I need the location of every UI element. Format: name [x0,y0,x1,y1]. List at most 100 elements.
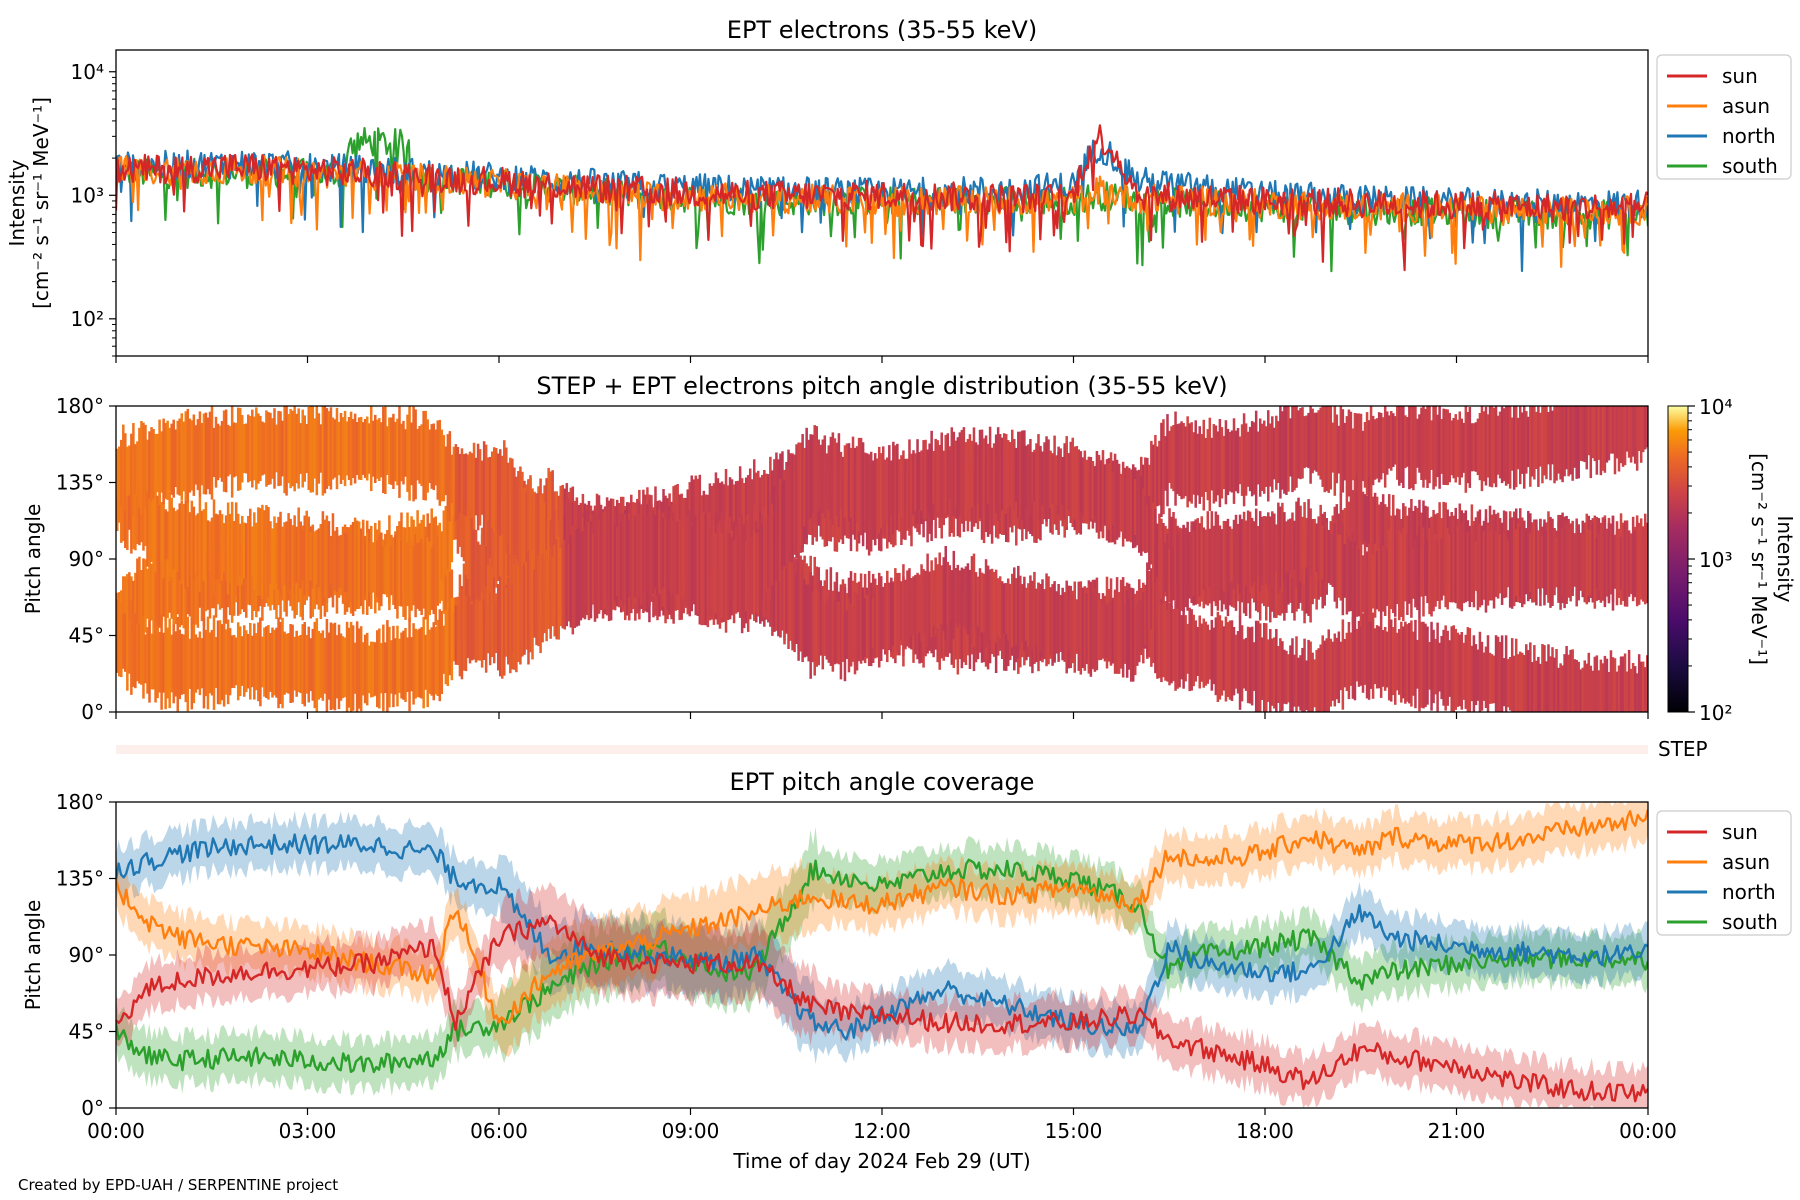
pad-cell [1238,615,1242,710]
pad-cell [164,555,167,621]
pad-cell [1551,518,1554,606]
pad-cell [851,606,855,662]
pad-cell [1138,599,1141,663]
coverage-line-asun [116,809,1648,1024]
pad-cell [144,498,147,546]
pad-cell [1172,608,1175,682]
pad-cell [142,422,145,511]
intensity-legend-label-sun: sun [1722,64,1758,88]
pad-cell [1273,427,1276,480]
pad-cell [1593,656,1597,712]
pad-cell [414,409,417,500]
pad-cell [1516,523,1520,603]
pad-cell [652,510,655,594]
pad-cell [1133,479,1137,535]
pad-cell [668,519,671,591]
pad-cell [1279,506,1282,589]
pad-cell [333,419,337,478]
pad-cell [517,471,520,563]
pad-cell [1408,622,1411,704]
pad-cell [132,580,135,637]
pad-cell [1414,406,1417,484]
pad-cell [380,422,383,478]
pad-cell [898,572,901,651]
pad-cell [988,426,992,522]
pad-cell [148,431,151,499]
pad-cell [970,556,974,644]
pad-cell [247,634,250,689]
pad-cell [1571,406,1574,481]
pad-cell [1585,406,1589,470]
pad-cell [1246,510,1250,595]
pad-cell [313,531,317,583]
pad-cell [176,617,179,712]
pad-cell [220,624,224,701]
pad-cell [1224,521,1228,591]
pad-cell [918,574,921,633]
pad-cell [317,413,321,484]
pad-cell [1224,420,1228,505]
pad-cell [1565,520,1568,604]
pad-cell [1081,457,1085,515]
pad-cell [1391,627,1395,696]
pad-cell [1258,623,1262,712]
pad-cell [1365,609,1369,699]
pad-cell [1077,449,1081,520]
pad-cell [1218,525,1222,588]
pad-cell [1125,466,1129,542]
pad-cell [1271,638,1274,706]
coverage-x-tick-label: 21:00 [1428,1119,1486,1143]
pad-cell [257,507,260,596]
pad-cell [978,568,982,636]
pad-cell [1297,410,1300,479]
pad-cell [1385,506,1389,568]
pad-cell [799,575,802,652]
pad-cell [1595,537,1599,589]
coverage-line-south [116,858,1648,1074]
pad-cell [152,496,155,560]
pad-cell [1488,406,1492,487]
pad-cell [1462,422,1466,473]
pad-cell [1275,629,1278,712]
pad-cell [198,497,202,593]
pad-cell [533,501,536,575]
pad-cell [571,525,575,635]
pad-cell [1281,641,1284,711]
pad-cell [390,417,393,485]
pad-cell [1164,436,1167,491]
pad-cell [317,528,321,587]
pad-cell [1125,590,1129,678]
pad-cell [1446,409,1449,486]
pad-cell [1065,586,1068,664]
pad-cell [1027,444,1030,509]
pad-cell [1444,625,1447,711]
pad-cell [434,531,438,625]
pad-cell [1456,419,1460,478]
pad-cell [1391,413,1395,467]
pad-cell [269,633,272,692]
pad-cell [289,518,292,590]
pad-cell [174,511,177,569]
pad-cell [1039,584,1042,653]
pad-cell [1246,626,1250,704]
pad-cell [619,520,623,601]
pad-cell [1051,455,1054,504]
pad-cell [1601,663,1605,712]
pad-cell [299,521,302,589]
pad-cell [1200,623,1204,682]
pad-cell [353,413,357,484]
pad-cell [531,494,534,576]
pad-cell [1063,443,1066,520]
pad-cell [1464,634,1468,709]
pad-cell [761,523,764,601]
pad-cell [295,630,298,697]
pad-cell [1190,526,1193,603]
pad-cell [940,594,943,659]
pad-cell [1341,523,1345,616]
pad-cell [1248,627,1252,704]
pad-cell [492,592,496,664]
pad-cell [948,600,952,654]
pad-y-tick-label: 135° [56,471,104,495]
pad-cell [892,441,895,535]
pad-cell [877,446,881,534]
